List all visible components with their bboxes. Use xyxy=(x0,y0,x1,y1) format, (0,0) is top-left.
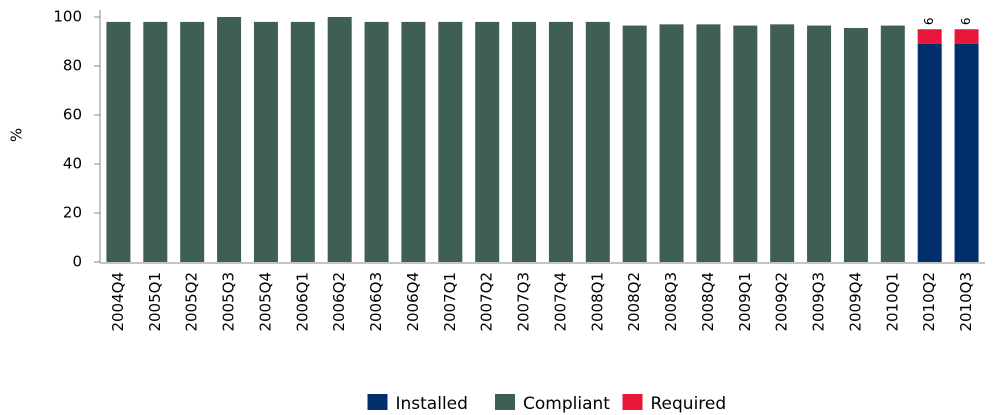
x-tick-label: 2006Q2 xyxy=(330,272,348,332)
bar-segment xyxy=(659,24,684,262)
bar-segment xyxy=(106,21,131,263)
y-tick-label: 0 xyxy=(72,253,82,271)
x-tick-label: 2005Q3 xyxy=(220,272,238,332)
bar-segment xyxy=(327,17,352,262)
bar-segment xyxy=(143,21,168,263)
x-tick-label: 2006Q1 xyxy=(293,272,311,332)
bar-segment xyxy=(843,28,868,263)
x-tick-label: 2004Q4 xyxy=(109,272,127,332)
bar-segment xyxy=(954,43,979,263)
data-label: 6 xyxy=(922,17,936,25)
bar-segment xyxy=(364,21,389,263)
x-tick-label: 2007Q3 xyxy=(515,272,533,332)
legend-label: Required xyxy=(651,394,727,414)
x-tick-label: 2010Q2 xyxy=(920,272,938,332)
bar-segment xyxy=(253,21,278,263)
y-tick-label: 60 xyxy=(63,106,82,124)
legend-label: Installed xyxy=(396,394,468,414)
x-tick-label: 2010Q3 xyxy=(957,272,975,332)
bar-segment xyxy=(954,29,979,44)
legend-label: Compliant xyxy=(523,394,610,414)
bar-segment xyxy=(438,21,463,263)
bar-segment xyxy=(622,25,647,263)
y-tick-label: 40 xyxy=(63,155,82,173)
bar-segment xyxy=(548,21,573,263)
x-tick-label: 2010Q1 xyxy=(883,272,901,332)
x-tick-label: 2005Q4 xyxy=(256,272,274,332)
bar-segment xyxy=(401,21,426,263)
x-tick-label: 2008Q1 xyxy=(588,272,606,332)
bar-segment xyxy=(475,21,500,263)
x-tick-label: 2007Q4 xyxy=(551,272,569,332)
bar-segment xyxy=(180,21,205,263)
y-tick-label: 80 xyxy=(63,57,82,75)
x-tick-label: 2009Q3 xyxy=(810,272,828,332)
x-tick-label: 2008Q2 xyxy=(625,272,643,332)
legend-swatch xyxy=(495,394,515,410)
x-tick-label: 2009Q4 xyxy=(846,272,864,332)
x-tick-label: 2005Q2 xyxy=(183,272,201,332)
bar-segment xyxy=(880,25,905,263)
x-tick-label: 2006Q4 xyxy=(404,272,422,332)
x-tick-label: 2008Q3 xyxy=(662,272,680,332)
x-tick-label: 2009Q2 xyxy=(773,272,791,332)
x-tick-label: 2005Q1 xyxy=(146,272,164,332)
bar-segment xyxy=(917,43,942,263)
bar-segment xyxy=(585,21,610,263)
y-axis-label: % xyxy=(8,128,26,142)
bar-segment xyxy=(217,17,242,262)
legend-swatch xyxy=(367,394,388,410)
bar-segment xyxy=(696,24,721,262)
y-tick-label: 100 xyxy=(53,8,82,26)
bar-segment xyxy=(917,29,942,44)
bar-segment xyxy=(770,24,795,262)
bar-segment xyxy=(512,21,537,263)
x-tick-label: 2006Q3 xyxy=(367,272,385,332)
x-tick-label: 2009Q1 xyxy=(736,272,754,332)
bar-segment xyxy=(733,25,758,263)
x-tick-label: 2008Q4 xyxy=(699,272,717,332)
y-tick-label: 20 xyxy=(63,204,82,222)
data-label: 6 xyxy=(959,17,973,25)
bar-segment xyxy=(807,25,832,263)
legend-swatch xyxy=(622,394,643,410)
x-tick-label: 2007Q2 xyxy=(478,272,496,332)
bar-segment xyxy=(290,21,315,263)
x-tick-label: 2007Q1 xyxy=(441,272,459,332)
